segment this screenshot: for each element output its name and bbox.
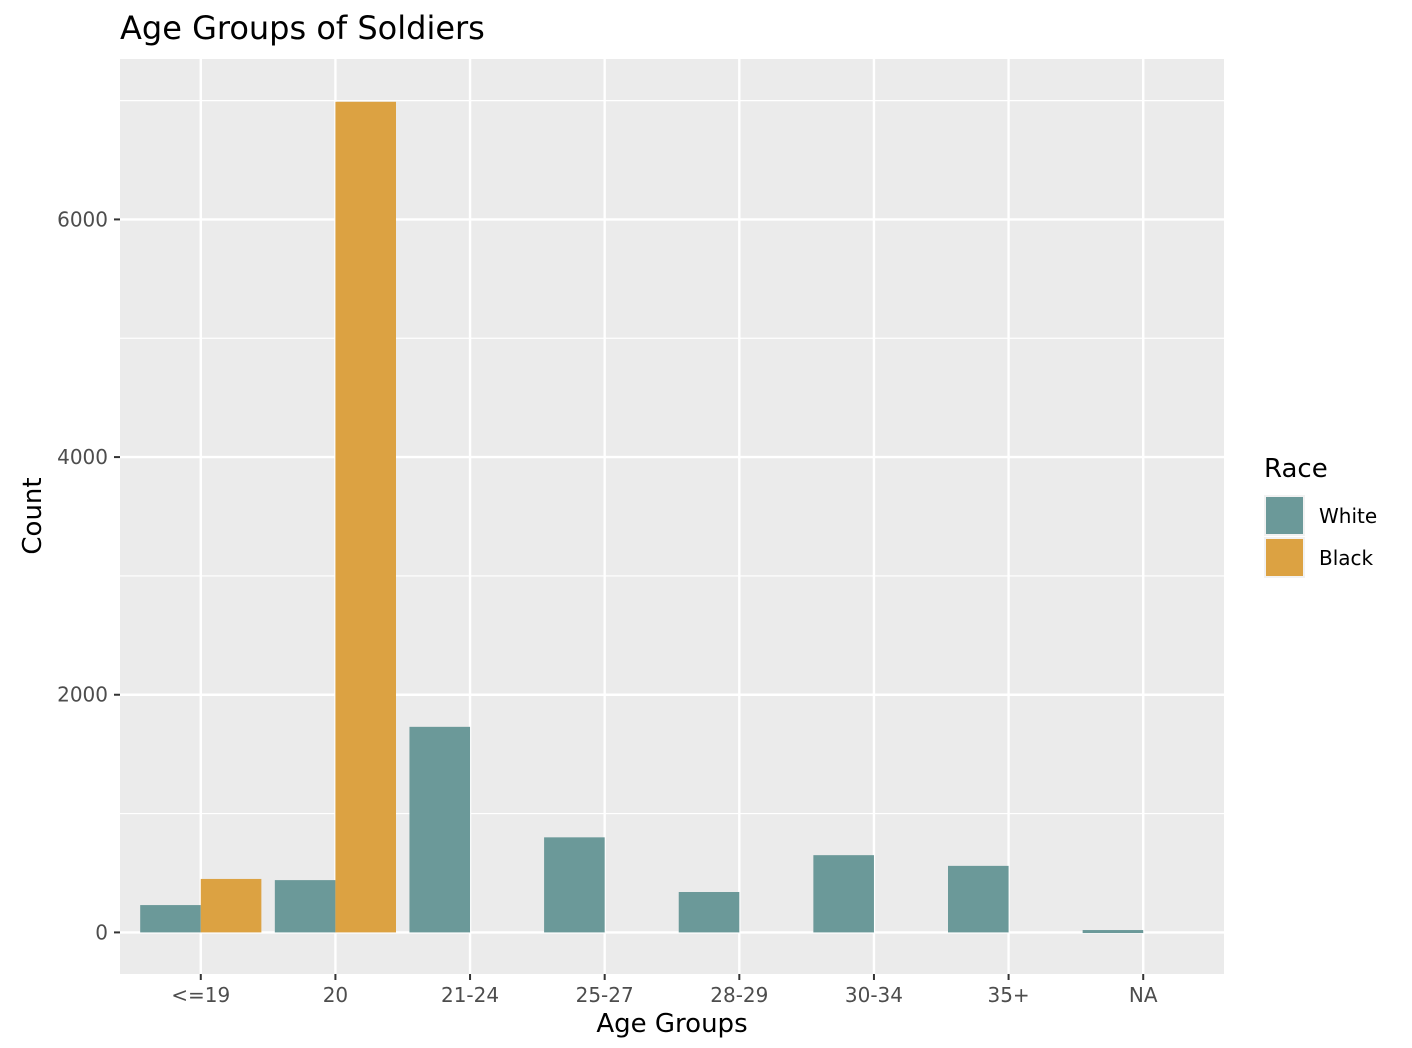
bar-white-7 xyxy=(1082,930,1144,934)
bar-white-6 xyxy=(948,865,1009,933)
bar-black-0 xyxy=(200,878,262,933)
bar-white-4 xyxy=(678,892,740,933)
y-axis: 0 2000 4000 6000 xyxy=(57,207,120,944)
chart-title: Age Groups of Soldiers xyxy=(120,9,485,47)
y-tick-label: 4000 xyxy=(57,445,108,469)
legend-label-white: White xyxy=(1319,504,1377,528)
legend-items: White Black xyxy=(1264,495,1377,578)
y-tick-label: 6000 xyxy=(57,207,108,231)
y-tick-label: 0 xyxy=(95,920,108,944)
legend-label-black: Black xyxy=(1319,546,1374,570)
y-axis-title: Count xyxy=(18,477,48,554)
x-tick-label: 25-27 xyxy=(576,983,634,1007)
legend: Race White Black xyxy=(1264,454,1377,578)
x-axis-title: Age Groups xyxy=(596,1009,747,1039)
bar-white-3 xyxy=(544,837,605,933)
x-tick-label: 35+ xyxy=(987,983,1029,1007)
legend-swatch-black xyxy=(1266,539,1303,576)
legend-title: Race xyxy=(1264,454,1328,484)
x-tick-label: 28-29 xyxy=(710,983,768,1007)
x-axis: <=19 20 21-24 25-27 28-29 30-34 35+ NA xyxy=(171,974,1158,1007)
legend-swatch-white xyxy=(1266,497,1303,534)
bars-group xyxy=(140,101,1144,934)
x-tick-label: 21-24 xyxy=(441,983,499,1007)
bar-black-1 xyxy=(335,101,396,933)
y-tick-label: 2000 xyxy=(57,683,108,707)
bar-white-1 xyxy=(274,880,336,933)
plot-panel xyxy=(120,59,1224,974)
x-tick-label: NA xyxy=(1129,983,1158,1007)
x-tick-label: 30-34 xyxy=(845,983,903,1007)
grid-minor-lines xyxy=(120,99,1224,815)
x-tick-label: 20 xyxy=(323,983,348,1007)
bar-white-0 xyxy=(140,905,201,933)
bar-white-5 xyxy=(813,855,874,933)
x-tick-label: <=19 xyxy=(171,983,230,1007)
grid-major-lines xyxy=(120,59,1224,974)
bar-white-2 xyxy=(409,726,471,933)
